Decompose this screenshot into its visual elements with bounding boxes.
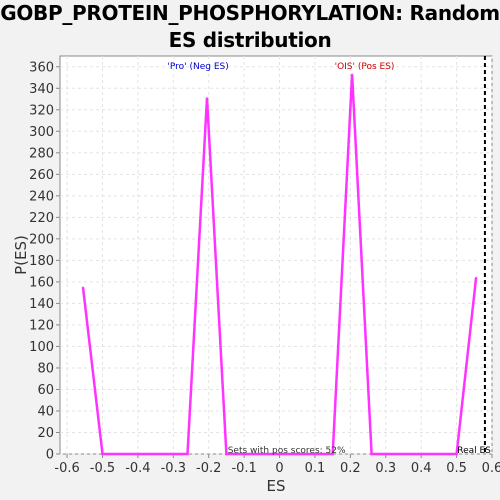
series-point <box>206 97 208 99</box>
series-point <box>331 453 334 455</box>
y-tick-label: 20 <box>37 426 54 441</box>
series-point <box>475 276 477 279</box>
x-tick-label: -0.5 <box>90 461 115 476</box>
real-es-label: Real ES <box>457 446 491 456</box>
x-tick-label: -0.2 <box>196 461 221 476</box>
x-tick-label: -0.4 <box>125 461 150 476</box>
pos-es-label: 'OIS' (Pos ES) <box>335 62 395 72</box>
y-axis-title: P(ES) <box>12 235 30 275</box>
y-tick-label: 320 <box>29 103 54 118</box>
series-point <box>370 453 373 455</box>
x-tick-label: 0.4 <box>411 461 432 476</box>
x-tick-label: 0.5 <box>446 461 467 476</box>
y-tick-label: 220 <box>29 211 54 226</box>
y-tick-label: 140 <box>29 297 54 312</box>
y-tick-label: 200 <box>29 232 54 247</box>
x-tick-label: -0.3 <box>161 461 186 476</box>
series-layer <box>81 73 478 456</box>
x-axis-title: ES <box>267 477 286 495</box>
y-tick-label: 60 <box>37 383 54 398</box>
tick-layer: 0 20 40 60 80 100 120 140 160 180 200 220 240 260 280 3… <box>29 60 500 476</box>
x-tick-label: -0.6 <box>54 461 79 476</box>
y-tick-label: 180 <box>29 254 54 269</box>
series-point <box>351 73 353 76</box>
y-tick-label: 0 <box>46 448 54 463</box>
y-tick-label: 80 <box>37 361 54 376</box>
x-tick-label: -0.1 <box>231 461 256 476</box>
y-tick-label: 40 <box>37 404 54 419</box>
chart-title: GOBP_PROTEIN_PHOSPHORYLATION: Random ES … <box>0 1 500 52</box>
series-line <box>81 74 478 456</box>
x-tick-label: 0.3 <box>375 461 396 476</box>
x-tick-label: 0.2 <box>340 461 361 476</box>
x-tick-label: 0.6 <box>482 461 500 476</box>
y-tick-label: 300 <box>29 125 54 140</box>
series-point <box>225 453 228 455</box>
y-tick-label: 240 <box>29 189 54 204</box>
y-tick-label: 360 <box>29 60 54 75</box>
neg-es-label: 'Pro' (Neg ES) <box>167 62 228 72</box>
series-point <box>455 453 458 455</box>
x-tick-label: 0.1 <box>305 461 326 476</box>
y-tick-label: 100 <box>29 340 54 355</box>
x-tick-label: 0 <box>275 461 283 476</box>
y-tick-label: 120 <box>29 318 54 333</box>
sets-pos-scores-label: Sets with pos scores: 52% <box>228 446 346 456</box>
series-point <box>82 286 84 289</box>
series-point <box>186 453 189 455</box>
grid-layer <box>60 56 493 455</box>
plot-background <box>59 55 493 455</box>
y-tick-label: 160 <box>29 275 54 290</box>
y-tick-label: 260 <box>29 168 54 183</box>
annotation-layer: 'Pro' (Neg ES) 'OIS' (Pos ES) Sets with … <box>167 56 491 456</box>
y-tick-label: 280 <box>29 146 54 161</box>
series-point <box>101 453 104 455</box>
y-tick-label: 340 <box>29 82 54 97</box>
